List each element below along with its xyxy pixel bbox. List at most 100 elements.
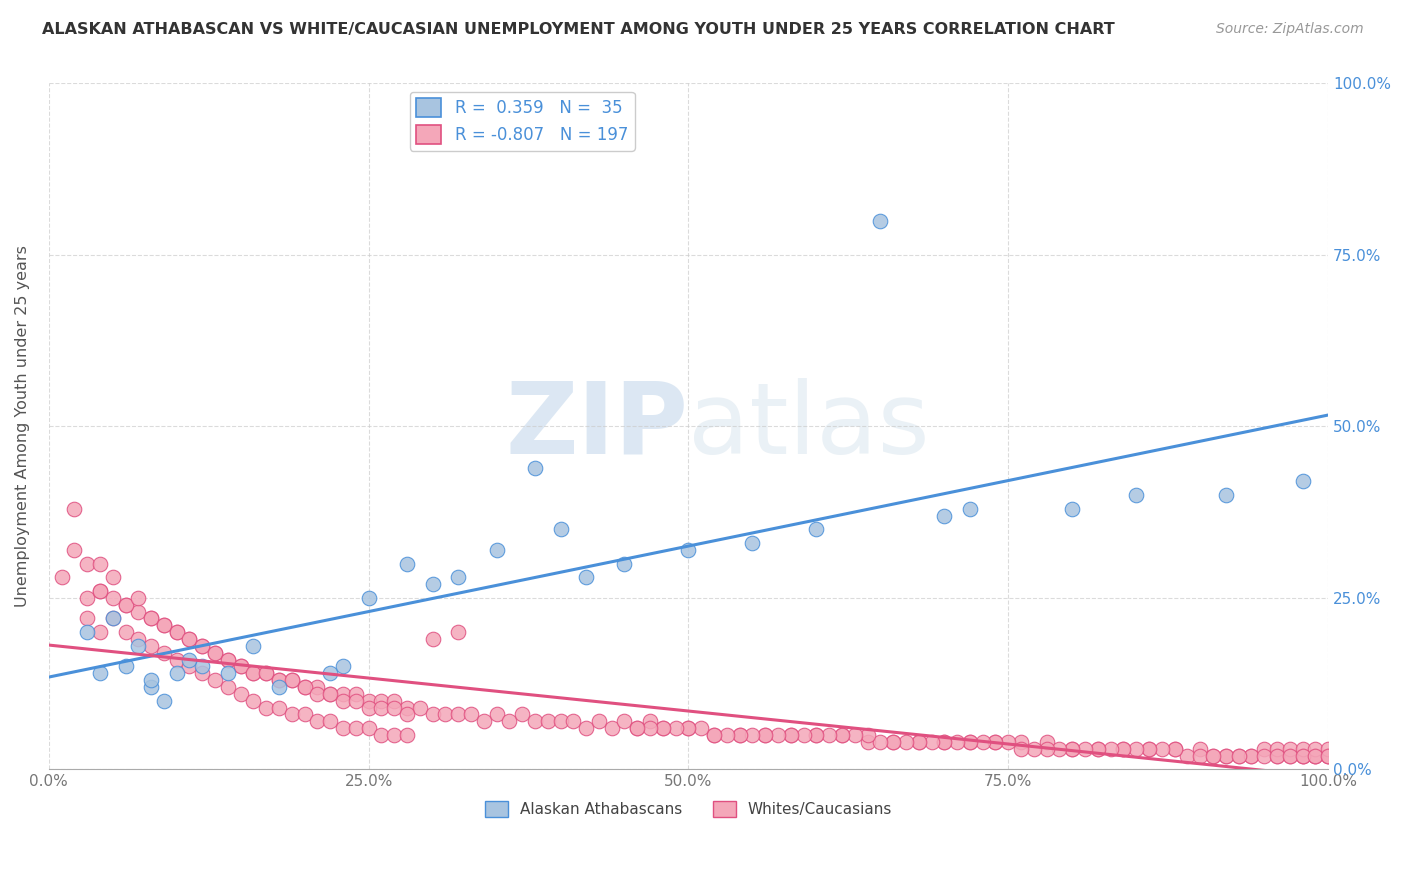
Point bbox=[703, 728, 725, 742]
Text: ZIP: ZIP bbox=[506, 378, 689, 475]
Point bbox=[114, 598, 136, 612]
Point bbox=[242, 666, 264, 681]
Point bbox=[89, 625, 111, 640]
Point bbox=[984, 735, 1007, 749]
Point bbox=[754, 728, 776, 742]
Point bbox=[357, 591, 380, 605]
Point bbox=[1150, 741, 1173, 756]
Point bbox=[139, 639, 162, 653]
Point bbox=[254, 666, 277, 681]
Point bbox=[959, 735, 981, 749]
Point bbox=[217, 666, 239, 681]
Point bbox=[153, 646, 176, 660]
Point bbox=[422, 707, 444, 722]
Point bbox=[472, 714, 495, 729]
Point bbox=[382, 694, 405, 708]
Point bbox=[638, 721, 661, 735]
Point bbox=[959, 501, 981, 516]
Point bbox=[254, 666, 277, 681]
Point bbox=[1317, 748, 1340, 763]
Point bbox=[281, 673, 304, 687]
Point bbox=[204, 646, 226, 660]
Point bbox=[934, 735, 956, 749]
Point bbox=[1291, 475, 1313, 489]
Point bbox=[422, 632, 444, 646]
Point bbox=[1112, 741, 1135, 756]
Point bbox=[1099, 741, 1122, 756]
Point bbox=[139, 673, 162, 687]
Point bbox=[523, 460, 546, 475]
Text: ALASKAN ATHABASCAN VS WHITE/CAUCASIAN UNEMPLOYMENT AMONG YOUTH UNDER 25 YEARS CO: ALASKAN ATHABASCAN VS WHITE/CAUCASIAN UN… bbox=[42, 22, 1115, 37]
Point bbox=[690, 721, 713, 735]
Point bbox=[395, 557, 418, 571]
Point bbox=[139, 611, 162, 625]
Point bbox=[191, 639, 214, 653]
Point bbox=[127, 632, 149, 646]
Point bbox=[332, 687, 354, 701]
Point bbox=[1010, 735, 1032, 749]
Point bbox=[1305, 741, 1327, 756]
Point bbox=[972, 735, 994, 749]
Point bbox=[894, 735, 917, 749]
Point bbox=[267, 673, 290, 687]
Point bbox=[254, 700, 277, 714]
Point bbox=[921, 735, 943, 749]
Point bbox=[754, 728, 776, 742]
Point bbox=[1062, 741, 1084, 756]
Point bbox=[1202, 748, 1225, 763]
Point bbox=[294, 680, 316, 694]
Point bbox=[1253, 748, 1275, 763]
Point bbox=[217, 680, 239, 694]
Point bbox=[997, 735, 1019, 749]
Point bbox=[127, 591, 149, 605]
Point bbox=[179, 652, 201, 666]
Point bbox=[550, 522, 572, 536]
Point bbox=[382, 728, 405, 742]
Point bbox=[332, 721, 354, 735]
Point bbox=[1317, 748, 1340, 763]
Point bbox=[806, 522, 828, 536]
Point bbox=[766, 728, 789, 742]
Point bbox=[229, 687, 252, 701]
Point bbox=[741, 728, 763, 742]
Point bbox=[191, 666, 214, 681]
Point bbox=[217, 652, 239, 666]
Point bbox=[934, 735, 956, 749]
Point bbox=[63, 542, 86, 557]
Point bbox=[665, 721, 688, 735]
Point bbox=[395, 728, 418, 742]
Point bbox=[204, 646, 226, 660]
Point bbox=[779, 728, 801, 742]
Point bbox=[1010, 741, 1032, 756]
Point bbox=[139, 611, 162, 625]
Point bbox=[101, 611, 124, 625]
Point bbox=[1202, 748, 1225, 763]
Point bbox=[422, 577, 444, 591]
Point bbox=[510, 707, 533, 722]
Point bbox=[242, 694, 264, 708]
Point bbox=[651, 721, 673, 735]
Point bbox=[934, 508, 956, 523]
Point bbox=[1278, 741, 1301, 756]
Point bbox=[1177, 748, 1199, 763]
Point bbox=[395, 700, 418, 714]
Point bbox=[267, 673, 290, 687]
Point bbox=[818, 728, 841, 742]
Point bbox=[166, 625, 188, 640]
Point bbox=[1062, 501, 1084, 516]
Point bbox=[537, 714, 560, 729]
Point bbox=[281, 707, 304, 722]
Point bbox=[281, 673, 304, 687]
Point bbox=[166, 625, 188, 640]
Point bbox=[63, 501, 86, 516]
Point bbox=[319, 687, 342, 701]
Point bbox=[741, 536, 763, 550]
Point bbox=[447, 707, 470, 722]
Point bbox=[127, 605, 149, 619]
Point bbox=[267, 700, 290, 714]
Point bbox=[101, 611, 124, 625]
Point bbox=[485, 542, 508, 557]
Point bbox=[370, 700, 392, 714]
Point bbox=[638, 714, 661, 729]
Point bbox=[1087, 741, 1109, 756]
